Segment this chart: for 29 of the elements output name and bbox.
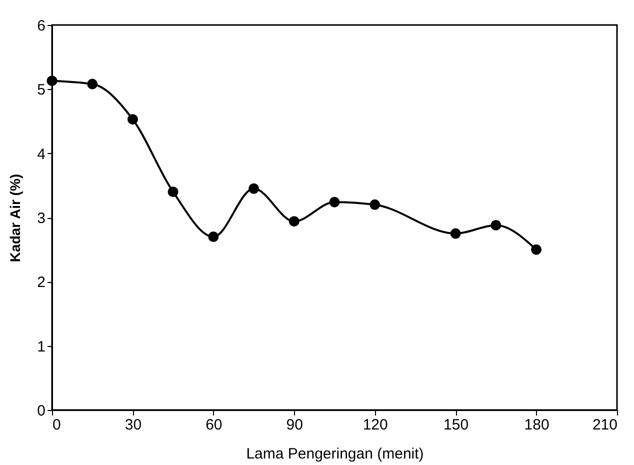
x-tick-label: 180 [524,416,550,434]
y-tick-label: 6 [37,18,46,34]
point [46,76,58,86]
x-axis-title: Lama Pengeringan (menit) [246,446,424,462]
x-tick-label: 30 [124,416,142,434]
point [208,232,219,242]
y-tick-label: 1 [37,338,46,356]
y-tick-label: 2 [37,274,46,292]
x-tick-label: 120 [362,416,388,434]
point [168,186,178,198]
x-tick-label: 150 [444,416,469,434]
point [288,216,300,227]
y-axis-title: Kadar Air (%) [7,174,24,262]
x-tick-label: 0 [52,416,61,434]
point [450,228,461,239]
y-tick-label: 0 [37,402,46,420]
x-tick-label: 90 [286,416,303,434]
point [370,199,380,210]
x-tick-label: 60 [206,416,222,434]
y-tick-label: 5 [37,82,46,99]
point [531,244,542,255]
point [329,196,340,208]
point [127,114,138,125]
y-tick-label: 4 [37,146,46,163]
point [490,220,502,230]
point [248,183,260,194]
point [87,78,98,90]
y-tick-label: 3 [37,210,46,227]
x-tick-label: 210 [592,416,618,434]
